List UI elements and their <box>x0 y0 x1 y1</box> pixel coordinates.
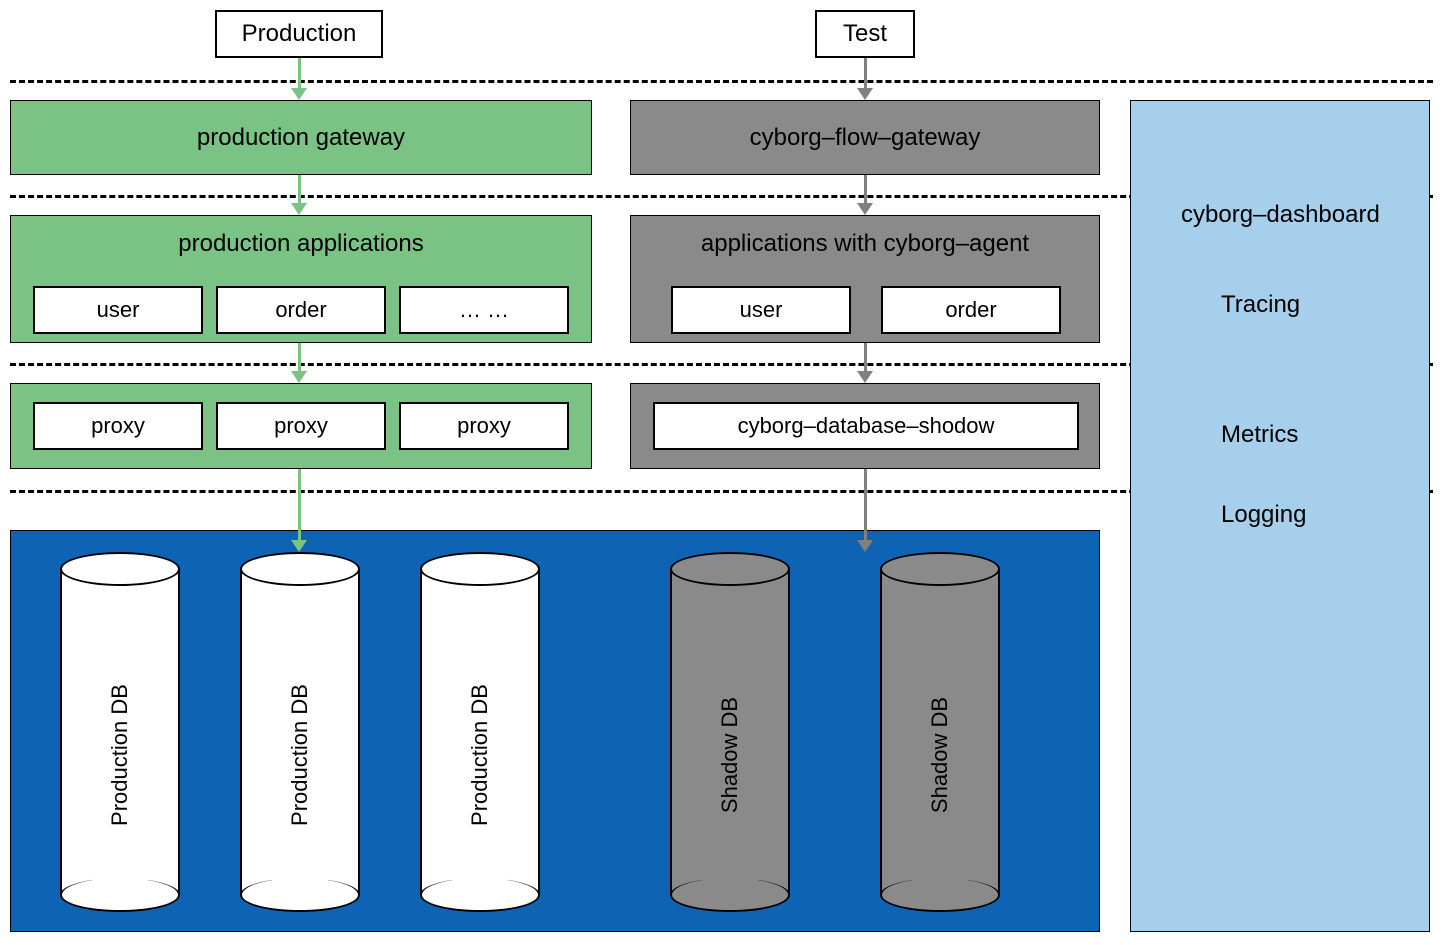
proxy-box-3: proxy <box>399 402 569 450</box>
cyborg-gateway-block: cyborg–flow–gateway <box>630 100 1100 175</box>
proxy-label-3: proxy <box>457 413 511 439</box>
db-cylinder-4: Shadow DB <box>880 552 1000 912</box>
production-gateway-block: production gateway <box>10 100 592 175</box>
production-gateway-label: production gateway <box>197 124 405 152</box>
production-entry-label: Production <box>242 20 357 48</box>
proxy-box-2: proxy <box>216 402 386 450</box>
db-cylinder-0: Production DB <box>60 552 180 912</box>
cyborg-app-user: user <box>671 286 851 334</box>
db-cylinder-label-0: Production DB <box>107 675 133 835</box>
db-cylinder-label-4: Shadow DB <box>927 675 953 835</box>
db-cylinder-label-3: Shadow DB <box>717 675 743 835</box>
production-app-more: … … <box>399 286 569 334</box>
test-entry-node: Test <box>815 10 915 58</box>
cyborg-app-order: order <box>881 286 1061 334</box>
production-entry-node: Production <box>215 10 383 58</box>
proxy-label-2: proxy <box>274 413 328 439</box>
app-more-label: … … <box>459 297 509 323</box>
db-cylinder-3: Shadow DB <box>670 552 790 912</box>
db-cylinder-label-1: Production DB <box>287 675 313 835</box>
test-entry-label: Test <box>843 20 887 48</box>
production-app-user: user <box>33 286 203 334</box>
cyborg-gateway-label: cyborg–flow–gateway <box>750 124 981 152</box>
db-cylinder-1: Production DB <box>240 552 360 912</box>
cyborg-shadow-box: cyborg–database–shodow <box>653 402 1079 450</box>
cyborg-apps-block: applications with cyborg–agent user orde… <box>630 215 1100 343</box>
sidebar-tracing: Tracing <box>1221 291 1300 319</box>
production-apps-label: production applications <box>178 230 424 258</box>
sidebar-logging: Logging <box>1221 501 1306 529</box>
production-proxy-block: proxy proxy proxy <box>10 383 592 469</box>
sidebar-metrics: Metrics <box>1221 421 1298 449</box>
separator-1 <box>10 80 1433 83</box>
cyborg-apps-label: applications with cyborg–agent <box>701 230 1029 258</box>
production-app-order: order <box>216 286 386 334</box>
cyborg-order-label: order <box>945 297 996 323</box>
production-apps-block: production applications user order … … <box>10 215 592 343</box>
sidebar-title: cyborg–dashboard <box>1181 201 1380 229</box>
app-user-label: user <box>97 297 140 323</box>
proxy-box-1: proxy <box>33 402 203 450</box>
cyborg-user-label: user <box>740 297 783 323</box>
app-order-label: order <box>275 297 326 323</box>
dashboard-sidebar: cyborg–dashboard Tracing Metrics Logging <box>1130 100 1430 932</box>
proxy-label-1: proxy <box>91 413 145 439</box>
architecture-diagram: cyborg–dashboard Tracing Metrics Logging… <box>0 0 1443 945</box>
db-cylinder-2: Production DB <box>420 552 540 912</box>
cyborg-shadow-block: cyborg–database–shodow <box>630 383 1100 469</box>
cyborg-shadow-label: cyborg–database–shodow <box>738 413 995 439</box>
db-cylinder-label-2: Production DB <box>467 675 493 835</box>
